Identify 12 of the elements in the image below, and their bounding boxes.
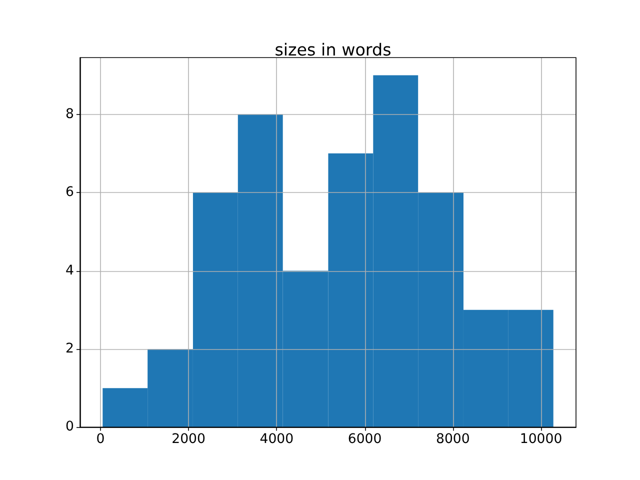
y-tick-label: 8: [66, 106, 74, 122]
x-tick-label: 2000: [172, 432, 206, 448]
chart-title: sizes in words: [274, 40, 392, 60]
x-tick-label: 6000: [348, 432, 382, 448]
x-tick-label: 4000: [260, 432, 294, 448]
y-tick-label: 6: [66, 185, 74, 200]
x-tick-label: 0: [96, 432, 105, 448]
y-tick-label: 2: [66, 341, 74, 356]
y-tick-label: 0: [66, 420, 74, 435]
y-tick-label: 4: [66, 263, 74, 278]
x-tick-label: 8000: [436, 432, 470, 448]
x-tick-label: 10000: [520, 432, 562, 448]
